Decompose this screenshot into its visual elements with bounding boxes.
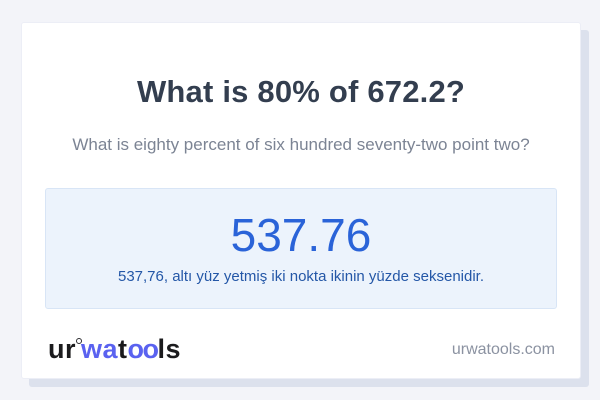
logo-ring-icon [76,338,82,344]
answer-panel: 537.76 537,76, altı yüz yetmiş iki nokta… [45,188,557,309]
logo-part-t: t [118,334,128,364]
logo-part-wa: wa [81,334,119,364]
answer-value: 537.76 [230,209,372,261]
urwatools-logo[interactable]: ur wa t oo ls [48,334,181,365]
question-subtitle: What is eighty percent of six hundred se… [72,135,530,154]
answer-sentence-turkish: 537,76, altı yüz yetmiş iki nokta ikinin… [117,268,484,285]
card-footer: ur wa t oo ls urwatools.com [48,334,555,365]
logo-part-ur: ur [48,334,76,364]
logo-part-oo: oo [127,334,160,364]
question-title: What is 80% of 672.2? [136,74,466,109]
result-card: What is 80% of 672.2? What is eighty per… [21,22,581,379]
site-domain-text: urwatools.com [451,340,555,358]
logo-part-ls: ls [157,334,182,364]
